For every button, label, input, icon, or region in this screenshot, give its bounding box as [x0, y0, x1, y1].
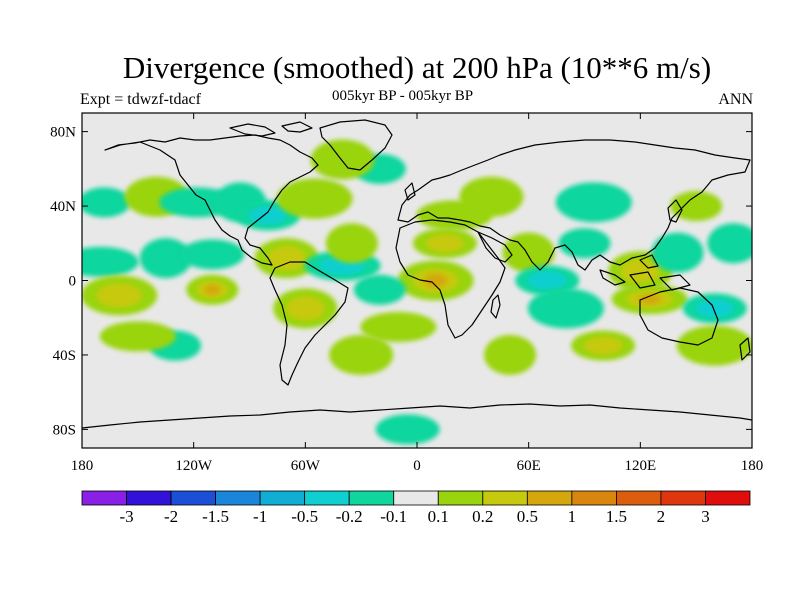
field-region [651, 232, 704, 273]
colorbar-swatch [571, 490, 617, 506]
coastline-eurasia [397, 139, 751, 271]
colorbar-swatch [705, 490, 751, 506]
field-region [375, 414, 440, 445]
coastline-north-america [104, 134, 319, 266]
field-region-peak [638, 293, 662, 305]
lat-tick-label: 40N [50, 199, 76, 215]
field-region-core [267, 246, 306, 271]
map-axes: 80N 40N 0 40S 80S 180 120W 60W 0 60E 120E 180 [50, 113, 763, 474]
colorbar-swatch [126, 490, 172, 506]
field-region [82, 187, 131, 218]
colorbar-swatch [215, 490, 261, 506]
colorbar-label: -0.1 [380, 507, 407, 526]
field-region [360, 312, 437, 343]
colorbar-label: -3 [119, 507, 133, 526]
field-region [676, 325, 752, 366]
lon-tick-label: 180 [741, 458, 764, 474]
lon-tick-label: 60W [291, 458, 321, 474]
field-region-core [286, 296, 325, 321]
coastline-arabia [477, 231, 513, 263]
field-region [707, 223, 752, 264]
field-region [99, 321, 176, 352]
field-region-core [621, 259, 660, 284]
colorbar-swatch [348, 490, 395, 506]
lon-tick-label: 120E [624, 458, 656, 474]
experiment-label: Expt = tdwzf-tdacf [80, 91, 201, 108]
lat-tick-label: 40S [53, 348, 76, 364]
lon-tick-label: 180 [71, 458, 94, 474]
colorbar-label: 0.2 [472, 507, 493, 526]
field-region-peak [424, 273, 448, 288]
field-region [82, 246, 139, 277]
coastlines [82, 119, 752, 429]
colorbar-swatch [259, 490, 306, 506]
plot-title: Divergence (smoothed) at 200 hPa (10**6 … [122, 50, 712, 85]
colorbar-swatch [616, 490, 662, 506]
colorbar-swatch [170, 490, 216, 506]
field-region [502, 232, 555, 273]
coastline-antarctica [82, 403, 752, 429]
coastline-japan [667, 199, 683, 223]
colorbar-swatch [304, 490, 350, 506]
field-region-core [695, 299, 734, 318]
lon-tick-label: 120W [175, 458, 213, 474]
field-region [329, 334, 394, 375]
colorbar-label: -0.5 [291, 507, 318, 526]
field-region-peak [204, 284, 221, 296]
coastline-greenland [319, 119, 393, 171]
field-region [276, 178, 353, 219]
season-label: ANN [718, 91, 753, 108]
colorbar-label: -0.2 [336, 507, 363, 526]
colorbar-swatch [526, 490, 573, 506]
field-region-core [425, 234, 465, 253]
colorbar-label: 0.5 [517, 507, 538, 526]
colorbar-label: 1 [568, 507, 577, 526]
field-region [558, 228, 611, 259]
lon-tick-label: 60E [517, 458, 541, 474]
field-region [484, 334, 537, 375]
field-region [139, 238, 192, 279]
field-region [180, 239, 245, 270]
colorbar-label: 0.1 [428, 507, 449, 526]
colorbar-label: -2 [164, 507, 178, 526]
field-region-core [96, 283, 143, 308]
colorbar-swatch [81, 490, 127, 506]
colorbar-swatch [437, 490, 484, 506]
colorbar-label: -1.5 [202, 507, 229, 526]
colorbar-label: -1 [253, 507, 267, 526]
field-region-core [583, 336, 623, 355]
coastline-british-isles [404, 182, 416, 201]
colorbar-label: 2 [657, 507, 666, 526]
period-label: 005kyr BP - 005kyr BP [332, 88, 474, 104]
coastline-maritime-continent [599, 254, 691, 291]
field-region [555, 182, 632, 223]
colorbar-swatch [660, 490, 706, 506]
colorbar-label: 3 [701, 507, 710, 526]
coastline-new-zealand [739, 337, 751, 361]
coastline-africa [395, 219, 506, 339]
lon-tick-label: 0 [413, 458, 421, 474]
field-region [353, 274, 406, 305]
lat-tick-label: 80N [50, 125, 76, 141]
coastline-madagascar [490, 294, 501, 319]
coastline-arctic-islands [229, 121, 313, 137]
field-region [310, 139, 375, 180]
coastline-south-america [269, 261, 349, 386]
field-region-core [528, 271, 567, 290]
coastline-australia [639, 287, 719, 346]
field-region [527, 288, 604, 329]
field-region [325, 223, 378, 264]
colorbar-swatch [482, 490, 528, 506]
field-region [670, 191, 723, 222]
colorbar-label: 1.5 [606, 507, 627, 526]
colorbar-swatch [393, 490, 439, 506]
colorbar: -3 -2 -1.5 -1 -0.5 -0.2 -0.1 0.1 0.2 0.5 1 1.5 2 3 [81, 490, 751, 526]
lat-tick-label: 80S [53, 422, 76, 438]
field-region-core [248, 206, 288, 225]
divergence-field [82, 139, 752, 445]
lat-tick-label: 0 [69, 274, 77, 290]
